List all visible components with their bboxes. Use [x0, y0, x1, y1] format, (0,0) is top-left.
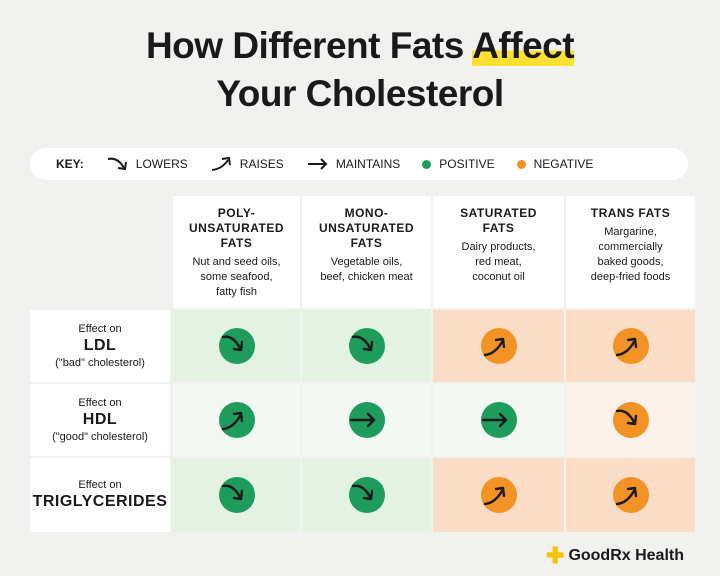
lowers-arrow-icon: [615, 409, 637, 426]
raises-arrow-icon: [483, 486, 505, 506]
effect-cell: [566, 384, 695, 456]
column-description: Vegetable oils, beef, chicken meat: [320, 256, 413, 283]
positive-circle-icon: [348, 402, 385, 438]
column-header: POLY- UNSATURATED FATS Nut and seed oils, so…: [173, 196, 300, 308]
key-negative: NEGATIVE: [516, 157, 594, 171]
title-highlight: Affect: [472, 25, 575, 66]
raises-arrow-icon: [221, 411, 243, 431]
key-positive: POSITIVE: [422, 157, 495, 171]
row-prefix: Effect on: [78, 323, 122, 335]
raises-arrow-icon: [483, 337, 505, 357]
column-title: TRANS FATS: [590, 206, 671, 220]
effect-cell: [433, 458, 564, 532]
key-label: KEY:: [56, 157, 84, 171]
positive-dot-icon: [422, 159, 432, 169]
lowers-arrow-icon: [351, 335, 373, 352]
title-line1: How Different Fats: [145, 25, 473, 66]
key-positive-label: POSITIVE: [439, 157, 495, 171]
row-note: ("bad" cholesterol): [55, 357, 145, 369]
row-note: ("good" cholesterol): [52, 431, 148, 443]
effect-cell: [302, 458, 431, 532]
row-header: Effect on HDL ("good" cholesterol): [30, 384, 170, 456]
column-header: MONO- UNSATURATED FATS Vegetable oils, beef,…: [302, 196, 431, 308]
column-description: Nut and seed oils, some seafood, fatty fis…: [192, 256, 281, 298]
effect-cell: [566, 458, 695, 532]
effect-cell: [173, 384, 300, 456]
positive-circle-icon: [218, 477, 255, 513]
maintains-arrow-icon: [307, 158, 328, 170]
lowers-arrow-icon: [221, 484, 243, 501]
key-negative-label: NEGATIVE: [533, 157, 594, 171]
key-lowers: LOWERS: [106, 156, 188, 172]
effect-cell: [302, 310, 431, 382]
plus-icon: ✚: [546, 543, 565, 568]
lowers-arrow-icon: [221, 335, 243, 352]
brand-logo: ✚ GoodRx Health: [546, 543, 684, 568]
legend-key: KEY: LOWERS RAISES MAINTAINS POSITIVE NE…: [30, 148, 688, 180]
effect-cell: [433, 310, 564, 382]
column-description: Margarine, commercially baked goods, deep-f…: [590, 226, 671, 283]
brand-name: GoodRx Health: [568, 547, 684, 564]
effect-cell: [173, 310, 300, 382]
column-header: TRANS FATS Margarine, commercially baked go…: [566, 196, 695, 308]
row-prefix: Effect on: [78, 397, 122, 409]
title-line2: Your Cholesterol: [216, 73, 504, 114]
row-title: HDL: [82, 411, 118, 428]
column-title: MONO- UNSATURATED FATS: [318, 206, 415, 250]
row-title: LDL: [83, 337, 117, 354]
page-title: How Different Fats Affect Your Cholester…: [0, 22, 720, 118]
negative-circle-icon: [612, 328, 649, 364]
column-header: SATURATED FATS Dairy products, red meat, coc…: [433, 196, 564, 308]
row-header: Effect on LDL ("bad" cholesterol): [30, 310, 170, 382]
negative-circle-icon: [612, 402, 649, 438]
column-description: Dairy products, red meat, coconut oil: [461, 241, 536, 283]
negative-circle-icon: [480, 328, 517, 364]
raises-arrow-icon: [211, 156, 231, 171]
column-title: SATURATED FATS: [460, 206, 537, 235]
key-lowers-label: LOWERS: [135, 157, 188, 171]
positive-circle-icon: [348, 477, 385, 513]
raises-arrow-icon: [615, 337, 637, 357]
row-prefix: Effect on: [78, 479, 122, 491]
key-maintains: MAINTAINS: [306, 156, 400, 172]
maintains-arrow-icon: [349, 412, 375, 428]
positive-circle-icon: [218, 328, 255, 364]
column-title: POLY- UNSATURATED FATS: [188, 206, 285, 250]
positive-circle-icon: [348, 328, 385, 364]
raises-arrow-icon: [615, 486, 637, 506]
positive-circle-icon: [480, 402, 517, 438]
maintains-arrow-icon: [481, 412, 507, 428]
effect-cell: [433, 384, 564, 456]
negative-dot-icon: [516, 159, 526, 169]
effect-cell: [173, 458, 300, 532]
key-raises: RAISES: [210, 156, 284, 172]
lowers-arrow-icon: [351, 484, 373, 501]
negative-circle-icon: [480, 477, 517, 513]
effect-cell: [566, 310, 695, 382]
effect-cell: [302, 384, 431, 456]
positive-circle-icon: [218, 402, 255, 438]
negative-circle-icon: [612, 477, 649, 513]
effects-table: POLY- UNSATURATED FATS Nut and seed oils, so…: [30, 196, 695, 532]
row-header: Effect on TRIGLYCERIDES: [30, 458, 170, 532]
lowers-arrow-icon: [107, 157, 127, 171]
key-maintains-label: MAINTAINS: [335, 157, 401, 171]
key-raises-label: RAISES: [239, 157, 284, 171]
row-title: TRIGLYCERIDES: [32, 493, 168, 510]
